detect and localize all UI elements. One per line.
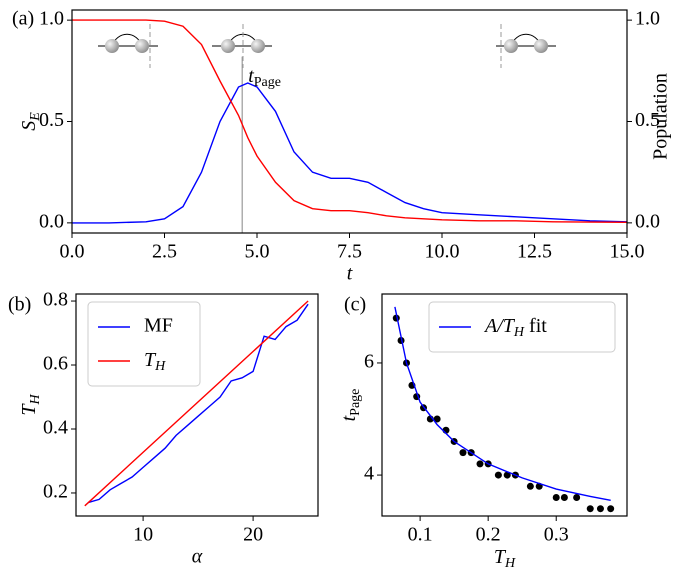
dimer-icon: [98, 24, 158, 68]
y-tick-label: 0.8: [43, 289, 68, 311]
y-tick-label: 0.0: [39, 210, 64, 232]
y-tick-label: 0.2: [43, 481, 68, 503]
x-axis-label: t: [347, 263, 353, 285]
x-tick-label: 10.0: [425, 241, 460, 263]
legend-label: MF: [144, 315, 173, 337]
x-tick-label: 7.5: [337, 241, 362, 263]
x-tick-label: 0.0: [60, 241, 85, 263]
data-point: [503, 471, 511, 479]
y-tick-label: 1.0: [39, 8, 64, 30]
legend-label-part: A/T: [483, 315, 516, 337]
plot-frame: [71, 9, 628, 234]
data-point: [560, 494, 568, 501]
data-point: [607, 505, 615, 513]
plot-frame: [75, 293, 319, 517]
x-tick-label: 0.1: [408, 524, 433, 546]
y2-tick-label: 1.0: [635, 8, 660, 30]
legend-label: TH: [144, 349, 166, 375]
y-axis-label: TH: [18, 394, 44, 416]
y2-tick-label: 0.0: [635, 210, 660, 232]
series-line: [87, 303, 309, 504]
y-axis-label: tPage: [338, 389, 364, 422]
data-point: [433, 415, 441, 423]
x-tick-label: 15.0: [610, 241, 645, 263]
legend-label-part: fit: [524, 315, 547, 337]
y-tick-label: 6: [364, 351, 374, 373]
x-tick-label: 2.5: [152, 241, 177, 263]
series-line: [394, 306, 611, 501]
data-point: [552, 494, 560, 501]
series-line: [72, 19, 628, 223]
y-axis-label-part: S: [18, 121, 40, 131]
legend-label-part: T: [144, 349, 157, 371]
data-point: [459, 449, 467, 457]
x-tick-label: 20: [243, 524, 263, 546]
y-axis-label: SE: [18, 112, 44, 131]
legend-label: A/TH fit: [483, 315, 547, 341]
dimer-icon: [496, 24, 556, 68]
y-tick-label: 4: [364, 463, 374, 485]
annotation: tPage: [248, 64, 281, 90]
legend-label-part: H: [513, 325, 525, 340]
data-point: [573, 494, 581, 501]
dimer-icon: [212, 24, 272, 68]
annotation-part: t: [248, 64, 254, 86]
panel-label: (b): [8, 294, 31, 316]
data-point: [586, 505, 594, 513]
x-tick-label: 0.2: [476, 524, 501, 546]
legend-box: [428, 301, 616, 353]
x-tick-label: 0.3: [544, 524, 569, 546]
panel-label: (c): [344, 294, 366, 316]
legend-box: [87, 301, 201, 387]
x-tick-label: 12.5: [517, 241, 552, 263]
y-axis-label-part: T: [18, 403, 40, 416]
y-axis-label-part: t: [338, 415, 360, 421]
x-tick-label: 10: [133, 524, 153, 546]
y2-tick-label: 0.5: [635, 109, 660, 131]
y-tick-label: 0.5: [39, 109, 64, 131]
data-point: [596, 505, 604, 513]
data-point: [494, 471, 502, 479]
data-point: [476, 460, 484, 468]
y-tick-label: 0.4: [43, 417, 68, 439]
plot-frame: [381, 293, 628, 517]
dimer-icons: [98, 24, 556, 68]
series-line: [72, 82, 628, 224]
annotation-part: Page: [254, 75, 281, 90]
panel-label: (a): [12, 8, 34, 30]
y2-axis-label: Population: [650, 73, 672, 160]
x-axis-label: α: [192, 546, 203, 568]
x-tick-label: 5.0: [245, 241, 270, 263]
y-tick-label: 0.6: [43, 353, 68, 375]
x-axis-label: TH: [494, 546, 516, 572]
legend-label-part: H: [154, 359, 166, 374]
y-axis-label-part: Page: [348, 389, 363, 416]
x-axis-label-part: H: [504, 556, 516, 571]
x-axis-label-part: T: [494, 546, 507, 568]
series-line: [84, 300, 309, 507]
y-axis-label-part: H: [28, 394, 43, 406]
y-axis-label-part: E: [28, 112, 43, 122]
data-point: [526, 482, 534, 490]
